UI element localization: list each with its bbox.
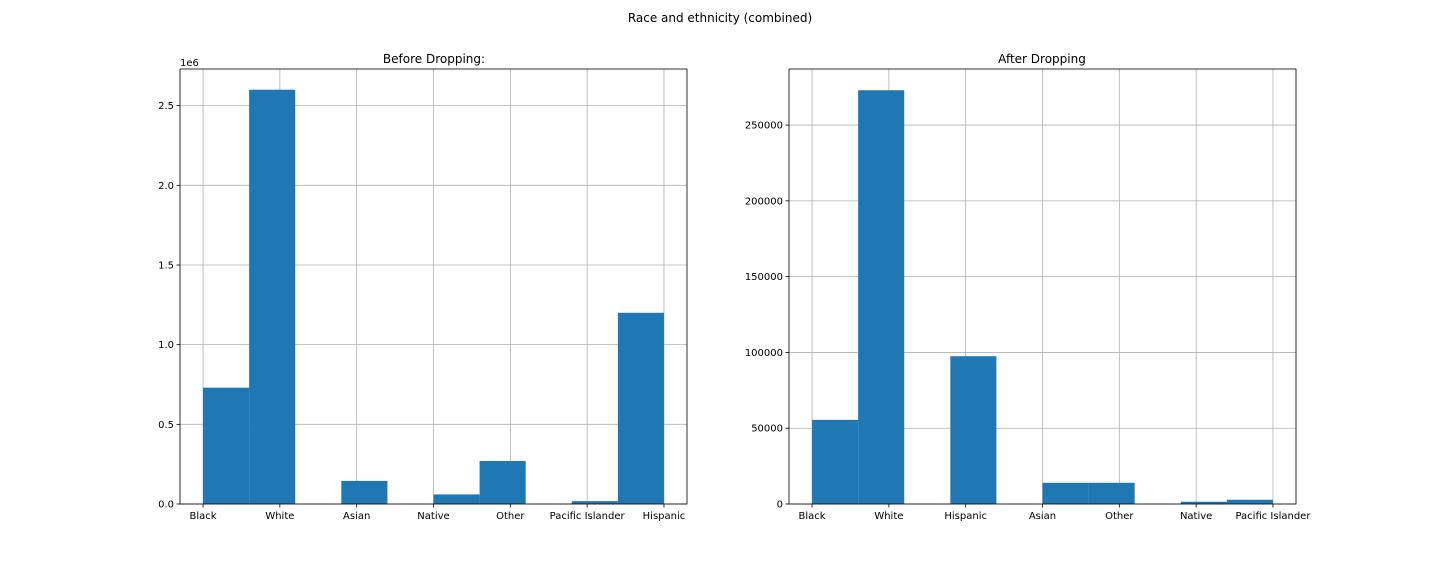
x-tick-label: Other (1105, 511, 1134, 522)
histogram-bar (617, 312, 664, 504)
histogram-bar (1226, 499, 1273, 504)
subplot-after-dropping: After Dropping Black White Hispanic Asian Ot… (745, 52, 1312, 522)
x-tick-label: Pacific Islander (550, 511, 626, 522)
y-tick-label: 100000 (745, 348, 783, 359)
x-tick-label: Other (496, 511, 525, 522)
y-tick-label: 1.0 (158, 340, 174, 351)
x-tick-label: Asian (343, 511, 370, 522)
histogram-bar (479, 460, 526, 504)
x-tick-label: Native (1180, 511, 1212, 522)
x-tick-label: Black (799, 511, 826, 522)
subplot-before-dropping: Before Dropping: 1e6 Black White Asian Nati… (158, 52, 688, 522)
histogram-bar (249, 89, 296, 504)
y-tick-label: 250000 (745, 121, 783, 132)
x-tick-label: Asian (1029, 511, 1056, 522)
y-tick-label: 0 (777, 500, 783, 511)
y-tick-label: 0.0 (158, 500, 174, 511)
subplot-title: Before Dropping: (383, 52, 485, 66)
histogram-bar (1180, 501, 1227, 504)
figure-suptitle: Race and ethnicity (combined) (628, 11, 812, 25)
y-tick-label: 0.5 (158, 420, 174, 431)
x-tick-label: Native (417, 511, 449, 522)
y-offset-label: 1e6 (180, 58, 199, 69)
histogram-bar (571, 501, 618, 504)
x-tick-label: White (265, 511, 294, 522)
y-tick-label: 1.5 (158, 260, 174, 271)
y-tick-label: 150000 (745, 272, 783, 283)
x-tick-label: Hispanic (944, 511, 987, 522)
histogram-bar (203, 387, 250, 504)
x-tick-label: Hispanic (643, 511, 686, 522)
y-tick-label: 200000 (745, 196, 783, 207)
histogram-bar (858, 90, 905, 504)
histogram-bar (1042, 482, 1089, 504)
y-tick-label: 50000 (751, 424, 783, 435)
bars (812, 90, 1273, 504)
x-tick-label: White (874, 511, 903, 522)
subplot-title: After Dropping (998, 52, 1086, 66)
histogram-bar (950, 356, 997, 504)
histogram-bar (1088, 482, 1135, 504)
bars (203, 89, 664, 504)
histogram-bar (341, 480, 388, 504)
histogram-bar (433, 494, 480, 504)
x-tick-label: Black (190, 511, 217, 522)
histogram-bar (812, 419, 859, 504)
y-tick-label: 2.0 (158, 181, 174, 192)
y-tick-label: 2.5 (158, 101, 174, 112)
x-tick-label: Pacific Islander (1235, 511, 1311, 522)
